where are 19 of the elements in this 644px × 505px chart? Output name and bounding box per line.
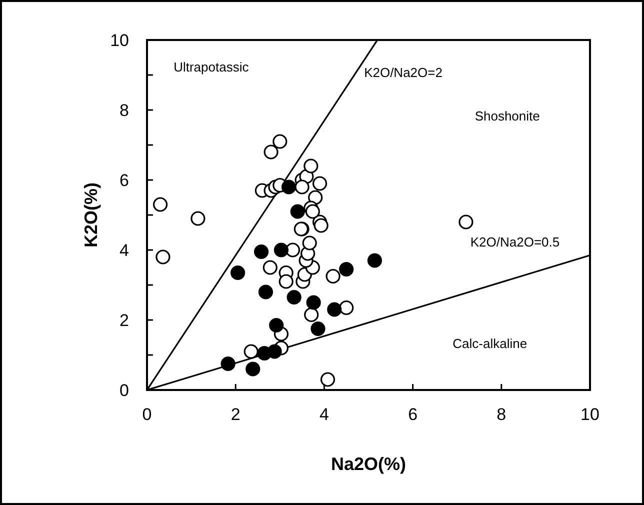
annotation: K2O/Na2O=0.5	[470, 234, 560, 250]
x-tick-label: 2	[230, 405, 240, 424]
y-tick-label: 0	[120, 380, 129, 400]
x-tick-label: 10	[580, 405, 600, 424]
y-axis-title: K2O(%)	[81, 182, 101, 248]
annotation: K2O/Na2O=2	[364, 64, 442, 80]
x-tick-label: 4	[319, 405, 329, 424]
y-tick-label: 4	[120, 240, 129, 260]
x-tick-label: 6	[408, 405, 418, 424]
y-tick-label: 6	[120, 170, 129, 190]
annotation: Calc-alkaline	[452, 336, 528, 351]
annotation: Shoshonite	[474, 108, 540, 124]
annotation: Ultrapotassic	[174, 60, 250, 74]
x-tick-label: 0	[142, 405, 152, 424]
y-tick-label: 10	[110, 30, 129, 50]
y-tick-label: 2	[120, 310, 129, 330]
x-axis-title: Na2O(%)	[330, 454, 406, 474]
x-tick-label: 8	[496, 405, 506, 424]
y-tick-label: 8	[120, 100, 129, 120]
